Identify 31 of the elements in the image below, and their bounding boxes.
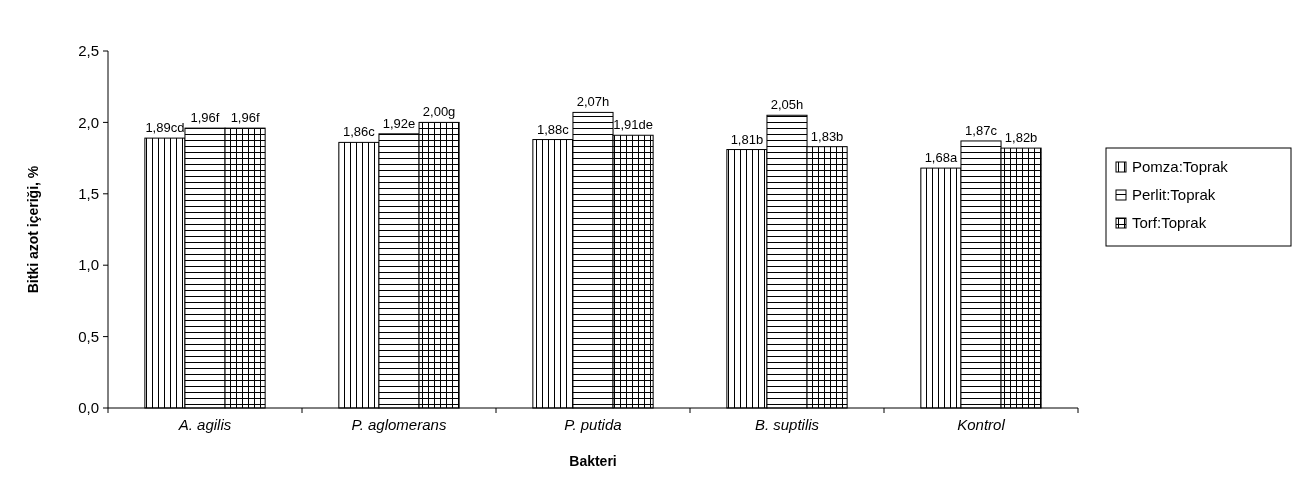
legend-label: Perlit:Toprak	[1132, 186, 1216, 204]
data-label: 1,82b	[1004, 130, 1038, 146]
y-axis-title: Bitki azot içeriği, %	[25, 165, 41, 294]
data-label: 1,96f	[190, 110, 220, 126]
data-label: 1,89cd	[145, 120, 185, 136]
data-label: 1,68a	[924, 150, 958, 166]
data-label: 1,83b	[810, 128, 844, 144]
y-tick-label: 1,5	[78, 185, 99, 203]
x-tick-label: A. agilis	[177, 416, 232, 433]
y-tick-label: 1,0	[78, 256, 99, 274]
legend-label: Torf:Toprak	[1132, 214, 1207, 232]
data-label: 1,96f	[230, 110, 260, 126]
data-label: 2,00g	[422, 104, 456, 120]
data-label: 1,92e	[382, 115, 416, 131]
x-tick-label: B. suptilis	[754, 416, 820, 433]
data-label: 1,81b	[730, 131, 764, 147]
data-label: 1,88c	[537, 121, 570, 137]
x-tick-label: Kontrol	[957, 416, 1006, 433]
x-tick-label: P. aglomerans	[351, 416, 447, 433]
data-label: 2,07h	[576, 94, 610, 110]
x-axis-title: Bakteri	[569, 453, 617, 469]
legend-label: Pomza:Toprak	[1132, 158, 1229, 176]
y-tick-label: 0,5	[78, 327, 99, 345]
y-tick-label: 0,0	[78, 399, 99, 417]
data-label: 1,87c	[965, 122, 998, 138]
y-tick-label: 2,5	[78, 42, 99, 60]
data-label: 1,91de	[613, 117, 653, 133]
y-tick-label: 2,0	[78, 113, 99, 131]
data-label: 2,05h	[770, 97, 804, 113]
data-label: 1,86c	[343, 124, 376, 140]
x-tick-label: P. putida	[564, 416, 622, 433]
